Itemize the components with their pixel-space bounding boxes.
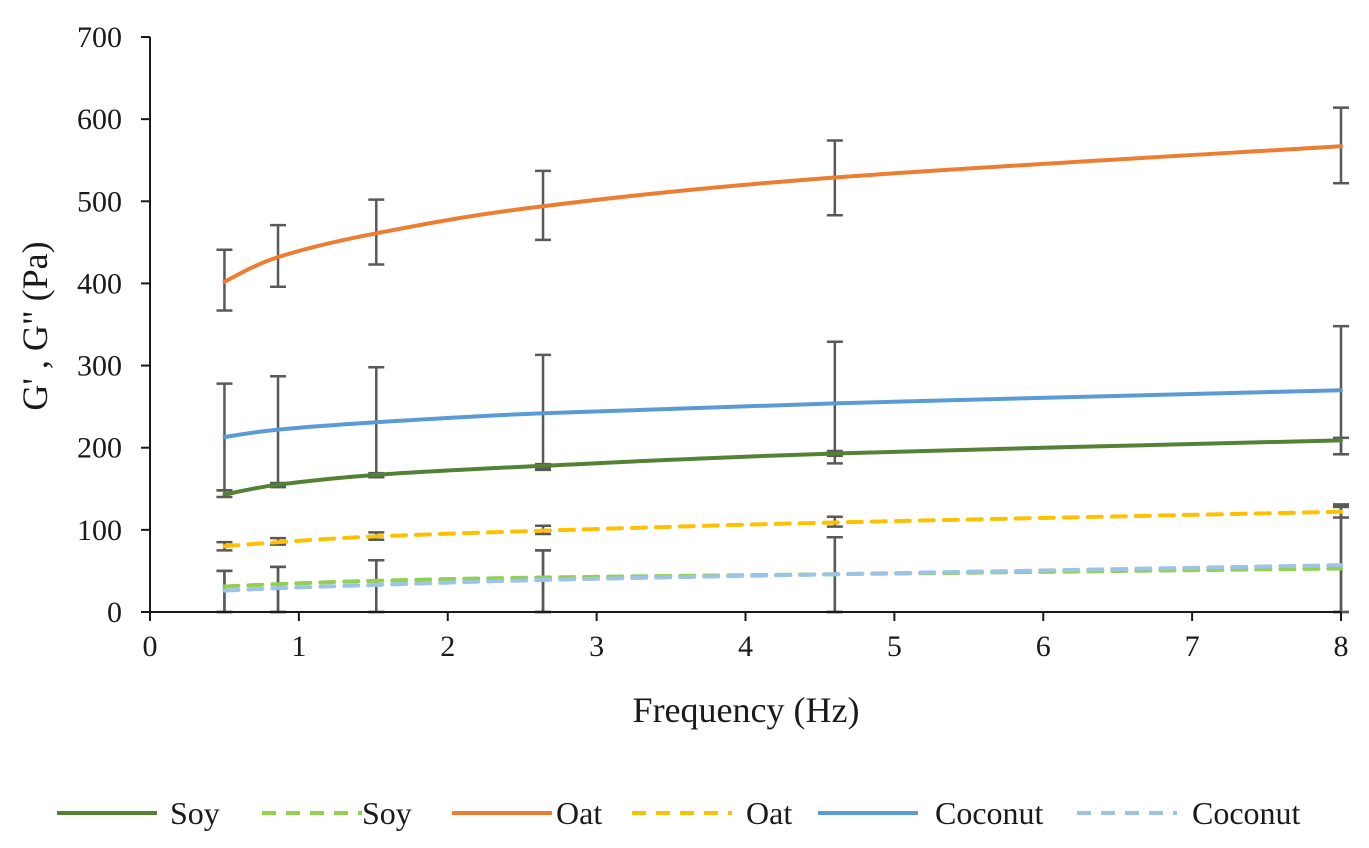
x-tick-label: 3	[589, 630, 604, 663]
error-bar	[826, 340, 843, 458]
x-tick-label: 5	[887, 630, 902, 663]
legend: Soy Soy Oat Oat Coconut Coconut	[57, 795, 1301, 831]
x-tick-label: 2	[440, 630, 455, 663]
x-tick-label: 7	[1185, 630, 1200, 663]
series-line-oat-dashed	[222, 509, 1343, 549]
legend-label: Soy	[170, 795, 220, 831]
x-tick-label: 1	[291, 630, 306, 663]
y-tick-label: 100	[77, 514, 122, 547]
legend-label: Soy	[362, 795, 412, 831]
y-tick-label: 0	[107, 596, 122, 629]
x-tick-label: 4	[738, 630, 753, 663]
y-tick-label: 600	[77, 103, 122, 136]
legend-item: Oat	[632, 795, 792, 831]
legend-label: Coconut	[935, 795, 1044, 831]
series-line-oat-solid	[222, 144, 1343, 284]
series-line-soy-solid	[222, 438, 1343, 497]
y-tick-label: 700	[77, 21, 122, 54]
y-tick-label: 500	[77, 185, 122, 218]
y-tick-label: 200	[77, 432, 122, 465]
x-tick-label: 6	[1036, 630, 1051, 663]
plot-area: 0 1 2 3 4 5 6 7 8 0 100 200 300 400 500 600 700	[77, 21, 1349, 663]
x-tick-label: 0	[143, 630, 158, 663]
y-axis-title: G' , G" (Pa)	[15, 241, 55, 410]
x-axis-ticks: 0 1 2 3 4 5 6 7 8	[143, 612, 1349, 663]
legend-item: Oat	[452, 795, 602, 831]
legend-item: Coconut	[1077, 795, 1301, 831]
series-line-coconut-solid	[222, 388, 1343, 440]
y-axis-ticks: 0 100 200 300 400 500 600 700	[77, 21, 150, 629]
x-axis-title: Frequency (Hz)	[633, 690, 860, 730]
legend-item: Soy	[57, 795, 220, 831]
y-tick-label: 400	[77, 267, 122, 300]
error-bar	[1333, 505, 1349, 614]
legend-item: Soy	[262, 795, 412, 831]
legend-label: Coconut	[1192, 795, 1301, 831]
series-line-coconut-dashed	[222, 563, 1343, 593]
x-tick-label: 8	[1334, 630, 1349, 663]
series-lines	[222, 144, 1343, 593]
legend-item: Coconut	[818, 795, 1044, 831]
legend-label: Oat	[746, 795, 792, 831]
y-tick-label: 300	[77, 350, 122, 383]
legend-label: Oat	[556, 795, 602, 831]
